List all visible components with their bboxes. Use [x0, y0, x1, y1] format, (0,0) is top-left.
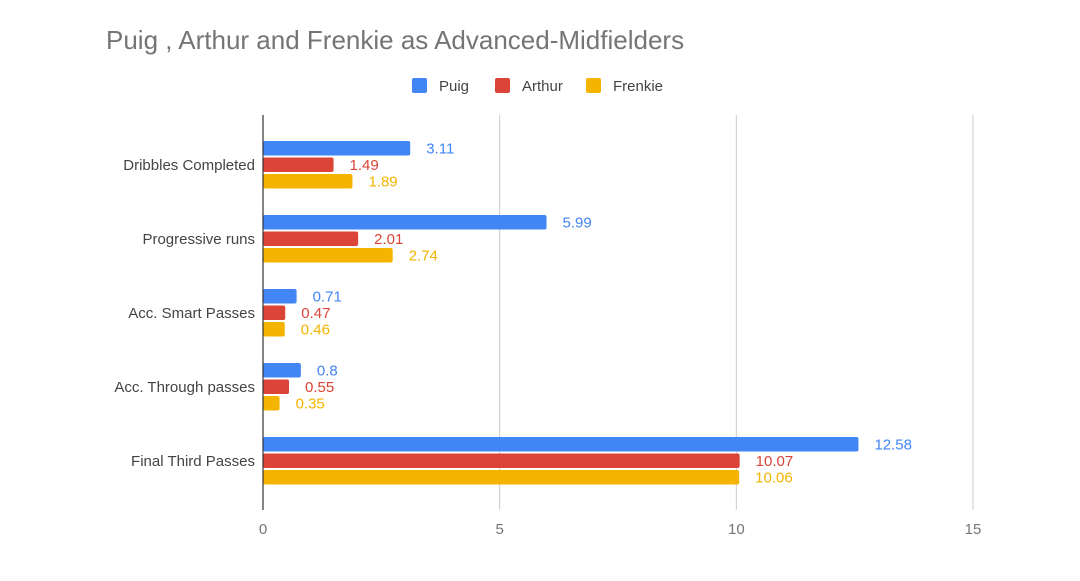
- bar-frenkie-progressive-runs: [263, 248, 393, 263]
- data-label-puig-acc-smart-passes: 0.71: [313, 288, 342, 305]
- bar-frenkie-final-third-passes: [263, 470, 740, 485]
- legend-item-frenkie: Frenkie: [586, 78, 663, 95]
- legend-swatch-frenkie: [586, 78, 601, 93]
- bar-arthur-acc-through-passes: [263, 379, 290, 394]
- legend-label-arthur: Arthur: [522, 78, 563, 95]
- data-label-arthur-progressive-runs: 2.01: [374, 231, 403, 248]
- legend-swatch-puig: [412, 78, 427, 93]
- legend-label-puig: Puig: [439, 78, 469, 95]
- bar-puig-dribbles-completed: [263, 141, 411, 156]
- legend: Puig Arthur Frenkie: [412, 78, 663, 95]
- data-label-puig-final-third-passes: 12.58: [874, 436, 912, 453]
- category-label-progressive-runs: Progressive runs: [142, 231, 255, 248]
- data-label-frenkie-dribbles-completed: 1.89: [368, 173, 397, 190]
- bar-frenkie-dribbles-completed: [263, 174, 353, 189]
- data-label-frenkie-acc-smart-passes: 0.46: [301, 321, 330, 338]
- data-label-puig-progressive-runs: 5.99: [563, 214, 592, 231]
- bar-puig-progressive-runs: [263, 215, 547, 230]
- bar-puig-acc-through-passes: [263, 363, 301, 378]
- data-label-arthur-final-third-passes: 10.07: [756, 453, 794, 470]
- tick-label-0: 0: [259, 521, 267, 538]
- category-axis-labels: Dribbles Completed Progressive runs Acc. S…: [114, 157, 255, 470]
- category-label-final-third-passes: Final Third Passes: [131, 453, 255, 470]
- tick-label-10: 10: [728, 521, 745, 538]
- bar-puig-acc-smart-passes: [263, 289, 297, 304]
- data-label-frenkie-progressive-runs: 2.74: [409, 247, 438, 264]
- bar-puig-final-third-passes: [263, 437, 859, 452]
- tick-label-5: 5: [495, 521, 503, 538]
- category-label-acc-smart-passes: Acc. Smart Passes: [128, 305, 255, 322]
- data-labels: 3.111.491.895.992.012.740.710.470.460.80…: [296, 140, 912, 486]
- chart-title: Puig , Arthur and Frenkie as Advanced-Mi…: [106, 25, 684, 55]
- legend-swatch-arthur: [495, 78, 510, 93]
- bar-frenkie-acc-smart-passes: [263, 322, 285, 337]
- data-label-puig-dribbles-completed: 3.11: [426, 140, 454, 157]
- bar-arthur-final-third-passes: [263, 453, 740, 468]
- bar-arthur-acc-smart-passes: [263, 305, 286, 320]
- legend-item-arthur: Arthur: [495, 78, 563, 95]
- legend-label-frenkie: Frenkie: [613, 78, 663, 95]
- bar-arthur-progressive-runs: [263, 231, 359, 246]
- bar-arthur-dribbles-completed: [263, 157, 334, 172]
- category-label-dribbles-completed: Dribbles Completed: [123, 157, 255, 174]
- data-label-arthur-dribbles-completed: 1.49: [350, 157, 379, 174]
- data-label-arthur-acc-smart-passes: 0.47: [301, 305, 330, 322]
- category-label-acc-through-passes: Acc. Through passes: [114, 379, 255, 396]
- bars: [263, 141, 859, 485]
- data-label-frenkie-acc-through-passes: 0.35: [296, 395, 325, 412]
- data-label-puig-acc-through-passes: 0.8: [317, 362, 338, 379]
- legend-item-puig: Puig: [412, 78, 469, 95]
- value-axis-ticks: 0 5 10 15: [259, 521, 982, 538]
- data-label-arthur-acc-through-passes: 0.55: [305, 379, 334, 396]
- bar-frenkie-acc-through-passes: [263, 396, 280, 411]
- data-label-frenkie-final-third-passes: 10.06: [755, 469, 793, 486]
- tick-label-15: 15: [965, 521, 982, 538]
